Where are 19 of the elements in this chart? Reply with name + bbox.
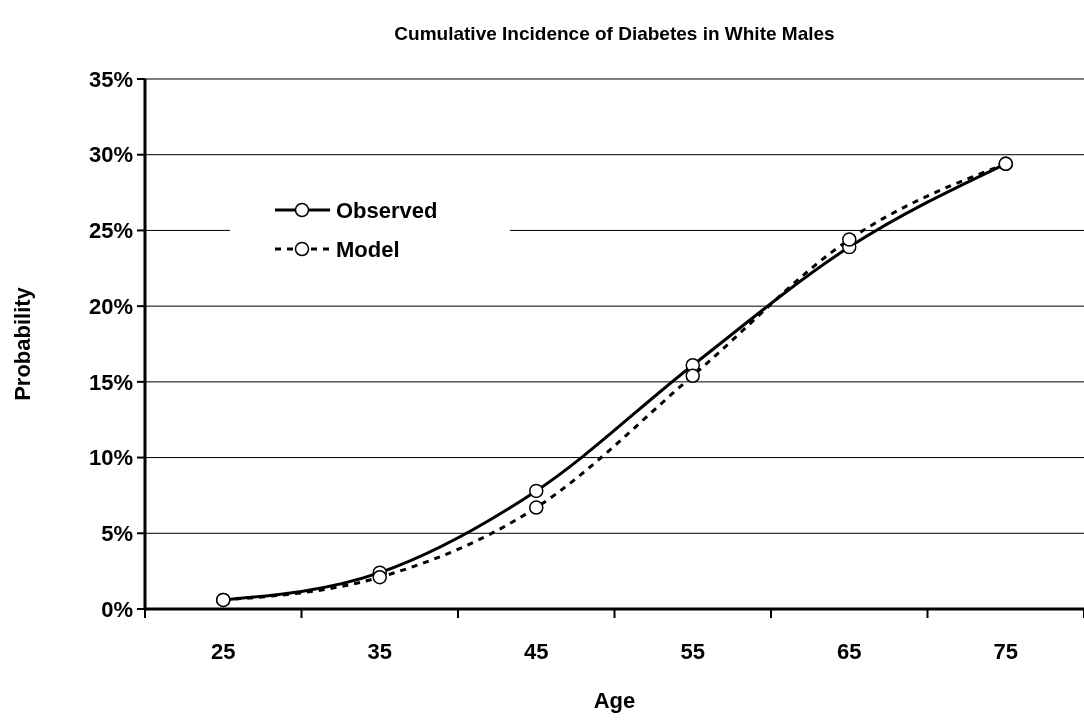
y-tick-label: 30% <box>88 142 133 168</box>
y-tick-label: 10% <box>88 445 133 471</box>
y-tick-label: 35% <box>88 66 133 92</box>
chart-title: Cumulative Incidence of Diabetes in White Males <box>394 23 835 44</box>
x-tick-label: 25 <box>211 639 236 664</box>
legend-label: Observed <box>336 197 438 223</box>
y-tick-label: 25% <box>88 218 133 244</box>
y-axis-title: Probability <box>10 286 35 401</box>
x-tick-label: 35 <box>367 639 392 664</box>
x-tick-label: 75 <box>993 639 1018 664</box>
x-tick-label: 45 <box>524 639 549 664</box>
y-tick-label: 20% <box>88 293 133 319</box>
y-tick-label: 0% <box>101 596 133 622</box>
x-tick-label: 55 <box>680 639 705 664</box>
legend-label: Model <box>336 236 400 262</box>
y-tick-label: 15% <box>88 369 133 395</box>
x-tick-label: 65 <box>837 639 862 664</box>
x-axis-title: Age <box>593 688 636 713</box>
y-tick-label: 5% <box>101 520 133 546</box>
